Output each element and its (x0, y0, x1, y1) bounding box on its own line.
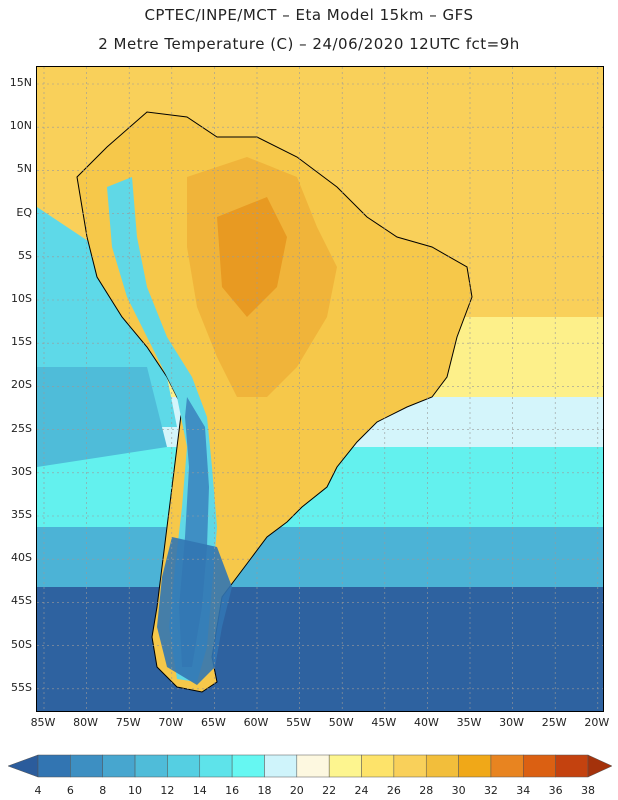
longitude-label: 65W (200, 716, 226, 729)
colorbar-value-label: 24 (354, 784, 369, 797)
colorbar-value-label: 36 (548, 784, 563, 797)
colorbar-value-label: 34 (516, 784, 531, 797)
colorbar-value-label: 20 (289, 784, 304, 797)
colorbar-swatch (37, 754, 71, 778)
latitude-label: 5N (16, 162, 32, 176)
colorbar-value-label: 22 (322, 784, 337, 797)
colorbar-value-label: 30 (451, 784, 466, 797)
longitude-label: 75W (115, 716, 141, 729)
colorbar-value-label: 28 (419, 784, 434, 797)
colorbar-swatch (134, 754, 168, 778)
latitude-label: EQ (16, 205, 32, 219)
latitude-label: 35S (11, 508, 32, 521)
colorbar-value-label: 8 (99, 784, 107, 797)
colorbar-swatch (199, 754, 233, 778)
colorbar-value-label: 10 (128, 784, 143, 797)
colorbar-swatch (231, 754, 265, 778)
colorbar-value-label: 32 (483, 784, 498, 797)
colorbar-value-label: 16 (225, 784, 240, 797)
pacific-mid-water (37, 367, 167, 467)
latitude-label: 45S (11, 594, 32, 608)
chart-title-line-1: CPTEC/INPE/MCT – Eta Model 15km – GFS (144, 6, 474, 24)
latitude-label: 10N (9, 119, 32, 133)
latitude-label: 10S (11, 292, 32, 305)
longitude-label: 45W (371, 716, 397, 729)
colorbar-swatch (555, 754, 589, 778)
latitude-label: 20S (11, 378, 32, 392)
colorbar (8, 754, 612, 778)
colorbar-swatch (361, 754, 395, 778)
longitude-label: 30W (499, 716, 525, 729)
colorbar-swatch (264, 754, 298, 778)
longitude-label: 80W (73, 716, 99, 729)
ocean-south-band (37, 587, 603, 711)
longitude-label: 55W (286, 716, 312, 729)
latitude-label: 15S (11, 335, 32, 349)
colorbar-swatch (328, 754, 362, 778)
temperature-map (36, 66, 604, 712)
colorbar-swatch (458, 754, 492, 778)
colorbar-arrow-high (587, 754, 612, 778)
colorbar-swatch (393, 754, 427, 778)
latitude-label: 5S (18, 248, 32, 262)
longitude-label: 20W (584, 716, 610, 729)
longitude-label: 25W (541, 716, 567, 729)
colorbar-value-label: 6 (66, 784, 74, 797)
colorbar-swatch (490, 754, 524, 778)
colorbar-value-label: 18 (257, 784, 272, 797)
colorbar-value-label: 4 (34, 784, 42, 797)
longitude-label: 85W (30, 716, 56, 729)
colorbar-value-label: 12 (160, 784, 175, 797)
latitude-label: 40S (11, 551, 32, 565)
latitude-label: 50S (11, 637, 32, 651)
patagonia-cold (157, 537, 232, 685)
latitude-label: 25S (11, 421, 32, 435)
longitude-label: 40W (413, 716, 439, 729)
colorbar-value-label: 26 (386, 784, 401, 797)
chart-title-line-2: 2 Metre Temperature (C) – 24/06/2020 12U… (98, 35, 520, 53)
colorbar-swatch (70, 754, 103, 778)
longitude-label: 50W (328, 716, 354, 729)
colorbar-swatch (523, 754, 556, 778)
latitude-label: 15N (9, 76, 32, 89)
longitude-label: 60W (243, 716, 269, 729)
colorbar-arrow-low (8, 754, 39, 778)
latitude-label: 55S (11, 680, 32, 694)
colorbar-swatch (425, 754, 459, 778)
colorbar-swatch (167, 754, 201, 778)
colorbar-swatch (296, 754, 330, 778)
colorbar-value-label: 38 (581, 784, 595, 797)
map-canvas (37, 67, 603, 711)
colorbar-swatch (102, 754, 136, 778)
latitude-label: 30S (11, 464, 32, 478)
longitude-label: 35W (456, 716, 482, 729)
longitude-label: 70W (158, 716, 184, 729)
colorbar-value-label: 14 (192, 784, 207, 797)
ocean-mid-band (37, 527, 603, 597)
